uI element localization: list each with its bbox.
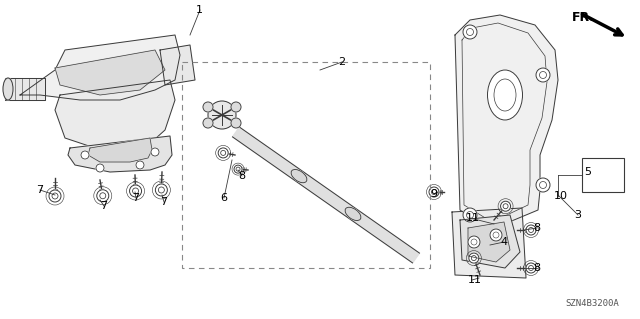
Text: SZN4B3200A: SZN4B3200A xyxy=(565,299,619,308)
Text: 6: 6 xyxy=(220,193,227,203)
Text: 8: 8 xyxy=(533,223,540,233)
Bar xyxy=(582,158,624,192)
Circle shape xyxy=(203,118,213,128)
Text: 7: 7 xyxy=(160,197,167,207)
Ellipse shape xyxy=(291,169,307,183)
Text: 7: 7 xyxy=(100,201,107,211)
Text: 11: 11 xyxy=(466,213,480,223)
Bar xyxy=(582,158,624,192)
Text: 9: 9 xyxy=(430,189,437,199)
Circle shape xyxy=(536,68,550,82)
Polygon shape xyxy=(460,215,520,268)
Text: 1: 1 xyxy=(196,5,203,15)
Circle shape xyxy=(463,208,477,222)
Ellipse shape xyxy=(3,78,13,100)
Ellipse shape xyxy=(345,207,361,220)
Bar xyxy=(182,62,430,268)
Circle shape xyxy=(96,164,104,172)
Polygon shape xyxy=(88,138,152,162)
Circle shape xyxy=(536,178,550,192)
Polygon shape xyxy=(20,35,180,100)
Text: FR.: FR. xyxy=(572,11,595,24)
Polygon shape xyxy=(68,136,172,172)
Ellipse shape xyxy=(488,70,522,120)
Circle shape xyxy=(208,101,236,129)
Circle shape xyxy=(81,151,89,159)
Text: 4: 4 xyxy=(500,237,507,247)
Text: 11: 11 xyxy=(468,275,482,285)
Polygon shape xyxy=(468,222,510,262)
Polygon shape xyxy=(452,208,526,278)
Polygon shape xyxy=(55,50,165,95)
Polygon shape xyxy=(455,15,558,230)
Circle shape xyxy=(49,190,61,202)
Circle shape xyxy=(526,225,536,235)
Text: 8: 8 xyxy=(238,171,245,181)
Circle shape xyxy=(463,25,477,39)
Circle shape xyxy=(97,190,109,202)
Circle shape xyxy=(231,118,241,128)
Circle shape xyxy=(218,148,228,158)
Circle shape xyxy=(429,187,439,197)
Text: 8: 8 xyxy=(533,263,540,273)
Text: 3: 3 xyxy=(574,210,581,220)
Text: 10: 10 xyxy=(554,191,568,201)
Text: 7: 7 xyxy=(132,193,139,203)
Circle shape xyxy=(526,263,536,273)
Polygon shape xyxy=(232,127,419,263)
Circle shape xyxy=(129,185,141,197)
Polygon shape xyxy=(55,80,175,150)
Polygon shape xyxy=(160,45,195,85)
Text: 7: 7 xyxy=(36,185,43,195)
Circle shape xyxy=(151,148,159,156)
Text: 5: 5 xyxy=(584,167,591,177)
Circle shape xyxy=(136,161,144,169)
Circle shape xyxy=(469,253,479,263)
Circle shape xyxy=(203,102,213,112)
Circle shape xyxy=(468,236,480,248)
Circle shape xyxy=(231,102,241,112)
Circle shape xyxy=(500,201,511,211)
Text: 2: 2 xyxy=(338,57,345,67)
Circle shape xyxy=(156,184,168,196)
Polygon shape xyxy=(5,78,45,100)
Circle shape xyxy=(234,165,242,173)
Circle shape xyxy=(490,229,502,241)
